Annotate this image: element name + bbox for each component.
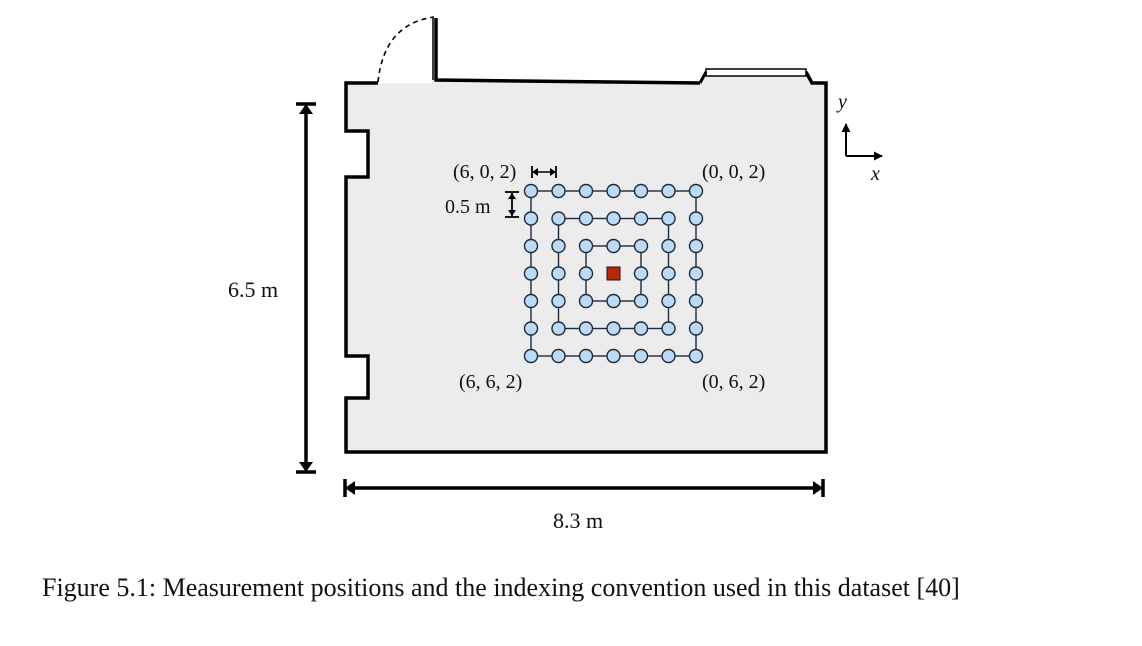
measurement-point — [606, 238, 621, 254]
room-diagram: 6.5 m 8.3 m y x 0.5 m (6, 0, 2) (0, 0, 2… — [228, 16, 883, 533]
measurement-point — [606, 321, 621, 336]
horizontal-spacing-arrow — [531, 166, 557, 178]
measurement-point — [661, 293, 676, 309]
coordinate-axes — [841, 123, 883, 161]
measurement-point — [578, 238, 594, 254]
measurement-point — [606, 293, 621, 309]
measurement-point — [551, 238, 566, 254]
door-swing-arc — [377, 16, 435, 83]
measurement-point — [523, 211, 539, 226]
measurement-point — [551, 321, 566, 336]
measurement-point — [633, 348, 649, 364]
measurement-point — [606, 211, 621, 226]
measurement-point — [578, 266, 594, 281]
corner-label-top-left: (6, 0, 2) — [453, 161, 516, 183]
measurement-point — [551, 211, 566, 226]
spacing-label: 0.5 m — [445, 196, 491, 218]
measurement-point — [523, 348, 539, 364]
source-marker — [606, 266, 621, 281]
measurement-point — [606, 183, 621, 199]
measurement-point — [688, 293, 704, 309]
measurement-point — [633, 293, 649, 309]
measurement-point — [661, 348, 676, 364]
x-axis-label: x — [870, 163, 880, 185]
measurement-point — [523, 266, 539, 281]
height-dimension-arrow — [296, 102, 316, 474]
measurement-point — [523, 321, 539, 336]
measurement-point — [523, 238, 539, 254]
measurement-point — [633, 238, 649, 254]
measurement-point — [578, 211, 594, 226]
measurement-point — [688, 348, 704, 364]
height-label: 6.5 m — [228, 277, 278, 302]
measurement-point — [551, 266, 566, 281]
measurement-point — [688, 266, 704, 281]
measurement-point — [688, 238, 704, 254]
figure-caption: Figure 5.1: Measurement positions and th… — [42, 573, 960, 602]
measurement-point — [633, 183, 649, 199]
corner-label-bottom-right: (0, 6, 2) — [702, 371, 765, 393]
measurement-point — [688, 211, 704, 226]
measurement-point — [551, 293, 566, 309]
measurement-point — [578, 293, 594, 309]
width-label: 8.3 m — [553, 508, 603, 533]
measurement-point — [578, 321, 594, 336]
corner-label-bottom-left: (6, 6, 2) — [459, 371, 522, 393]
width-dimension-arrow — [343, 479, 825, 497]
measurement-point — [688, 183, 704, 199]
measurement-point — [578, 348, 594, 364]
measurement-point — [633, 266, 649, 281]
measurement-point — [661, 321, 676, 336]
measurement-point — [523, 293, 539, 309]
corner-label-top-right: (0, 0, 2) — [702, 161, 765, 183]
measurement-point — [661, 211, 676, 226]
measurement-point — [551, 348, 566, 364]
measurement-point — [688, 321, 704, 336]
room-walls — [344, 18, 828, 454]
measurement-point — [551, 183, 566, 199]
measurement-point — [661, 238, 676, 254]
measurement-point — [523, 183, 539, 199]
window — [698, 68, 807, 84]
measurement-point — [661, 266, 676, 281]
measurement-point — [661, 183, 676, 199]
measurement-point — [633, 211, 649, 226]
measurement-point — [578, 183, 594, 199]
measurement-point — [633, 321, 649, 336]
vertical-spacing-arrow — [505, 191, 519, 218]
y-axis-label: y — [836, 91, 847, 113]
measurement-positions — [523, 183, 704, 364]
measurement-point — [606, 348, 621, 364]
